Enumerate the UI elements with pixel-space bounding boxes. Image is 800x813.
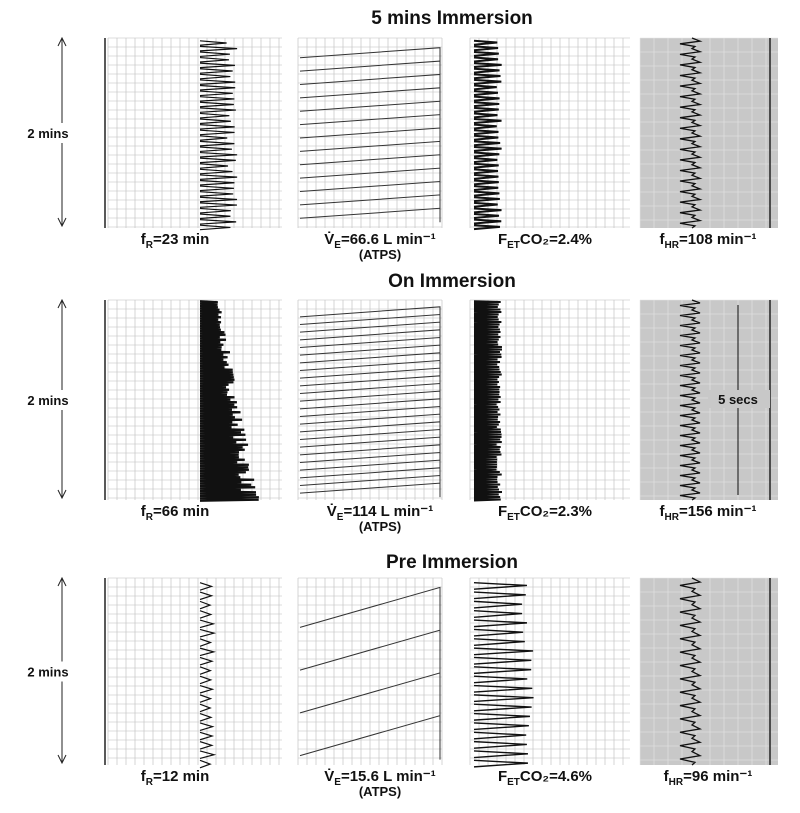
- caption-symbol: f: [141, 768, 147, 785]
- caption-subscript: R: [146, 777, 154, 788]
- duration-label: 2 mins: [27, 393, 68, 408]
- resp-trace: [199, 40, 238, 231]
- ecg-trace: [679, 37, 703, 229]
- ve-trace: [299, 47, 441, 223]
- caption-unit: (ATPS): [359, 519, 401, 534]
- caption-value: CO₂=2.3%: [520, 503, 592, 520]
- caption-subscript: R: [146, 240, 154, 251]
- section-title: 5 mins Immersion: [371, 8, 533, 29]
- caption-value: =23 min: [153, 231, 209, 248]
- ecg-trace: [679, 577, 703, 766]
- arrow-head: [57, 298, 67, 500]
- caption-value: =96 min⁻¹: [683, 768, 752, 785]
- co2-trace: [473, 300, 503, 502]
- caption: fR=12 min: [141, 768, 210, 788]
- ecg-trace: [679, 299, 701, 501]
- caption-value: =66.6 L min⁻¹: [341, 231, 436, 248]
- caption-subscript: ET: [507, 240, 520, 251]
- ve-trace: [299, 586, 441, 760]
- caption-value: =114 L min⁻¹: [343, 503, 433, 520]
- caption: V̇E=66.6 L min⁻¹: [324, 231, 435, 251]
- caption-value: CO₂=4.6%: [520, 768, 592, 785]
- caption-symbol: V̇: [327, 503, 337, 520]
- caption-subscript: E: [334, 240, 341, 251]
- caption-symbol: f: [660, 503, 666, 520]
- caption-subscript: HR: [669, 777, 684, 788]
- caption: fR=23 min: [141, 231, 210, 251]
- arrow-head: [57, 36, 67, 228]
- caption-symbol: f: [664, 768, 670, 785]
- ecg-strip: [640, 38, 778, 228]
- caption-value: =108 min⁻¹: [679, 231, 757, 248]
- caption-symbol: V̇: [324, 768, 334, 785]
- caption-subscript: E: [334, 777, 341, 788]
- caption-subscript: R: [146, 512, 154, 523]
- caption-subscript: E: [337, 512, 344, 523]
- co2-trace: [473, 39, 502, 231]
- arrow-head: [57, 576, 67, 765]
- caption: FETCO₂=4.6%: [498, 768, 592, 788]
- caption-unit: (ATPS): [359, 784, 401, 799]
- co2-trace: [473, 581, 534, 768]
- caption-subscript: HR: [665, 512, 680, 523]
- resp-trace: [199, 300, 259, 502]
- caption-value: =66 min: [153, 503, 209, 520]
- marker-label: 5 secs: [718, 392, 758, 407]
- caption-subscript: HR: [665, 240, 680, 251]
- caption: fHR=156 min⁻¹: [660, 503, 757, 523]
- caption-unit: (ATPS): [359, 247, 401, 262]
- resp-trace: [199, 582, 217, 769]
- caption-symbol: f: [660, 231, 666, 248]
- caption-value: CO₂=2.4%: [520, 231, 592, 248]
- caption-subscript: ET: [507, 777, 520, 788]
- caption: V̇E=15.6 L min⁻¹: [324, 768, 435, 788]
- caption: FETCO₂=2.4%: [498, 231, 592, 251]
- caption-value: =12 min: [153, 768, 209, 785]
- ve-trace: [299, 306, 441, 498]
- caption: FETCO₂=2.3%: [498, 503, 592, 523]
- section-title: On Immersion: [388, 271, 516, 292]
- caption-value: =15.6 L min⁻¹: [341, 768, 436, 785]
- duration-label: 2 mins: [27, 665, 68, 680]
- caption-symbol: f: [141, 503, 147, 520]
- section-title: Pre Immersion: [386, 552, 518, 573]
- caption: fR=66 min: [141, 503, 210, 523]
- caption-value: =156 min⁻¹: [679, 503, 757, 520]
- caption-subscript: ET: [507, 512, 520, 523]
- caption-symbol: V̇: [324, 231, 334, 248]
- caption: fHR=96 min⁻¹: [664, 768, 753, 788]
- duration-label: 2 mins: [27, 126, 68, 141]
- caption-symbol: F: [498, 503, 507, 520]
- caption: fHR=108 min⁻¹: [660, 231, 757, 251]
- caption: V̇E=114 L min⁻¹: [327, 503, 433, 523]
- caption-symbol: F: [498, 768, 507, 785]
- caption-symbol: F: [498, 231, 507, 248]
- caption-symbol: f: [141, 231, 147, 248]
- ecg-strip: [640, 578, 778, 765]
